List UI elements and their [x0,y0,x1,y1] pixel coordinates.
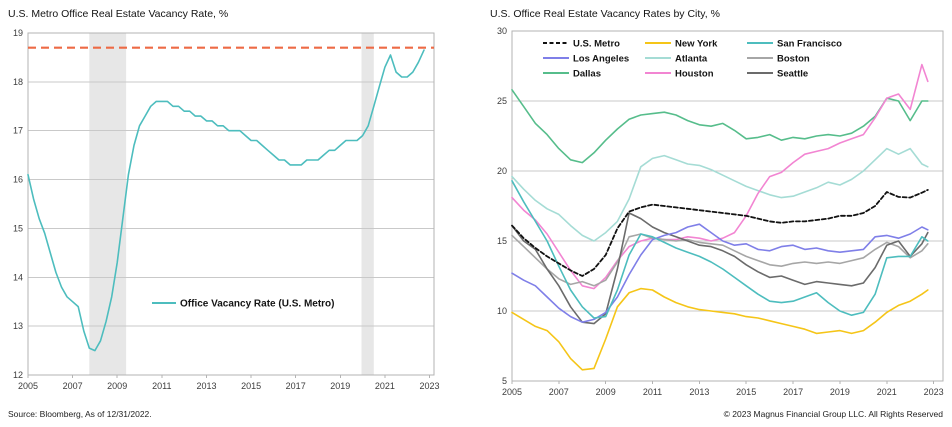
x-tick-label: 2019 [830,387,850,397]
source-note: Source: Bloomberg, As of 12/31/2022. [8,409,152,419]
legend-label-los-angeles: Los Angeles [573,54,629,65]
x-tick-label: 2009 [107,381,127,391]
x-tick-label: 2009 [596,387,616,397]
us-metro-vacancy-chart: 12 13 14 15 16 17 18 19 2005 2007 2009 2011 2013 2015… [13,28,440,391]
x-tick-label: 2011 [152,381,171,391]
x-tick-label: 2011 [643,387,662,397]
y-tick-label: 10 [497,306,507,316]
y-tick-label: 15 [13,223,23,233]
x-tick-label: 2017 [783,387,803,397]
y-tick-label: 20 [497,166,507,176]
series-line-dallas [511,89,929,164]
x-tick-label: 2007 [549,387,569,397]
y-tick-label: 5 [502,376,507,386]
y-tick-label: 13 [13,321,23,331]
recession-band [361,33,374,375]
x-tick-label: 2013 [689,387,709,397]
y-tick-label: 16 [13,175,23,185]
series-line-u-s-metro [511,188,929,277]
x-tick-label: 2007 [63,381,83,391]
copyright-note: © 2023 Magnus Financial Group LLC. All R… [723,409,943,419]
x-tick-label: 2023 [924,387,944,397]
legend-label-seattle: Seattle [777,69,808,80]
x-tick-label: 2017 [286,381,306,391]
series-line-new-york [511,287,929,371]
y-tick-label: 14 [13,272,23,282]
legend-label-houston: Houston [675,69,714,80]
legend-label-dallas: Dallas [573,69,601,80]
series-line-houston [511,63,929,290]
legend-label-boston: Boston [777,54,810,65]
y-tick-label: 30 [497,26,507,36]
legend-label-san-francisco: San Francisco [777,39,842,50]
series-line-san-francisco [511,180,929,319]
x-tick-label: 2021 [375,381,395,391]
y-tick-label: 12 [13,370,23,380]
y-tick-label: 17 [13,126,23,136]
x-tick-label: 2005 [18,381,38,391]
y-tick-label: 15 [497,236,507,246]
x-tick-label: 2023 [419,381,439,391]
y-tick-label: 19 [13,28,23,38]
y-tick-label: 25 [497,96,507,106]
y-tick-label: 18 [13,77,23,87]
vacancy-by-city-chart: 5 10 15 20 25 30 2005 2007 2009 2011 2013 2015 2017 2… [497,26,944,397]
x-tick-label: 2019 [330,381,350,391]
series-line-boston [511,233,929,287]
recession-band [89,33,127,375]
right-chart-title: U.S. Office Real Estate Vacancy Rates by… [490,8,720,20]
legend-label-office-vacancy-rate-u-s-metro: Office Vacancy Rate (U.S. Metro) [180,299,335,310]
x-tick-label: 2015 [241,381,261,391]
plot-border [27,32,435,376]
series-line-office-vacancy-rate-u-s-metro [27,49,425,352]
legend-label-new-york: New York [675,39,718,50]
legend-label-u-s-metro: U.S. Metro [573,39,620,50]
plot-border [511,30,944,382]
x-tick-label: 2015 [736,387,756,397]
series-line-los-angeles [511,223,929,324]
x-tick-label: 2021 [877,387,897,397]
left-chart-title: U.S. Metro Office Real Estate Vacancy Ra… [8,8,229,20]
legend-label-atlanta: Atlanta [675,54,708,65]
x-tick-label: 2013 [196,381,216,391]
series-line-atlanta [511,147,929,242]
x-tick-label: 2005 [502,387,522,397]
